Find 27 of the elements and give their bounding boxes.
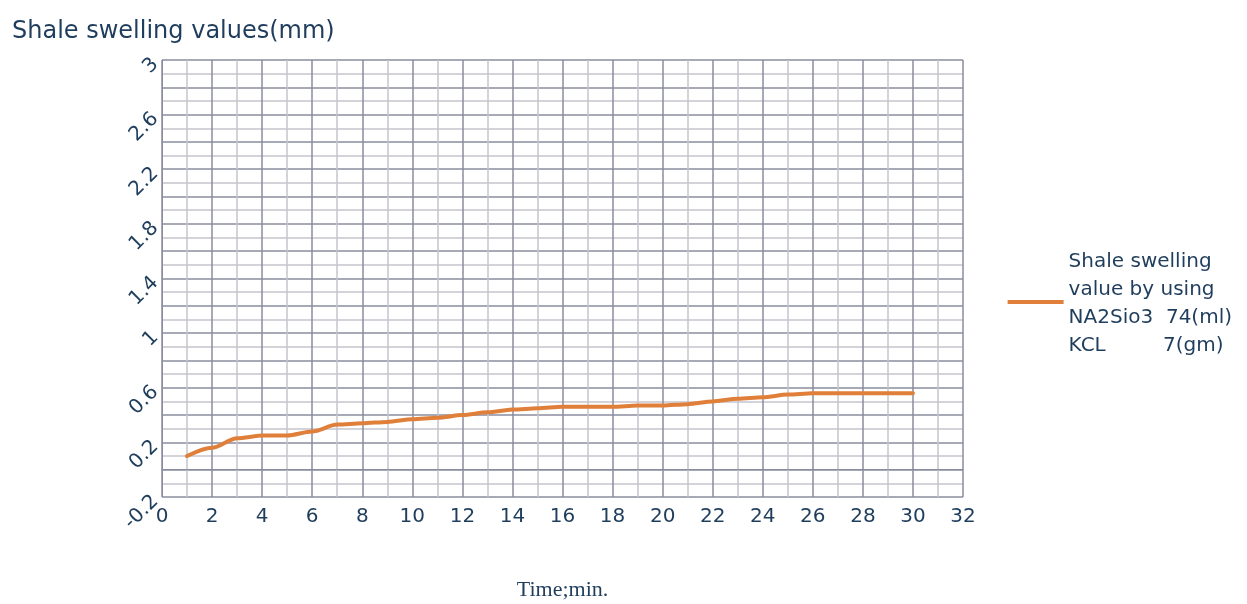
y-tick-label: 1 <box>136 324 163 351</box>
y-tick-label: 2.2 <box>123 160 163 201</box>
y-tick-label: 0.2 <box>123 433 163 474</box>
x-tick-label: 16 <box>549 503 576 527</box>
x-tick-label: 22 <box>699 503 726 527</box>
x-tick-label: 20 <box>649 503 676 527</box>
y-tick-label: 1.4 <box>123 270 163 310</box>
x-tick-label: 4 <box>255 503 269 527</box>
y-tick-label: 0.6 <box>123 379 163 419</box>
y-tick-label: 1.8 <box>123 215 163 255</box>
x-tick-label: 6 <box>305 503 319 527</box>
x-tick-label: 26 <box>800 503 826 527</box>
x-tick-label: 18 <box>599 503 626 527</box>
x-axis-title: Time;min. <box>516 575 609 601</box>
x-tick-label: 12 <box>449 503 476 527</box>
x-tick-label: 8 <box>355 503 369 527</box>
x-tick-label: 28 <box>850 503 876 527</box>
y-axis-title: Shale swelling values(mm) <box>12 16 335 44</box>
x-tick-label: 32 <box>950 503 976 527</box>
x-tick-label: 14 <box>499 503 526 527</box>
x-tick-label: 2 <box>205 503 219 527</box>
x-tick-label: 24 <box>750 503 776 527</box>
x-tick-label: 30 <box>900 503 926 527</box>
y-tick-label: 3 <box>136 51 163 78</box>
x-tick-label: 10 <box>399 503 426 527</box>
y-tick-label: 2.6 <box>123 106 163 146</box>
legend-label: Shale swelling value by using NA2Sio3 74(ml) KCL 7(gm) <box>1068 248 1232 356</box>
